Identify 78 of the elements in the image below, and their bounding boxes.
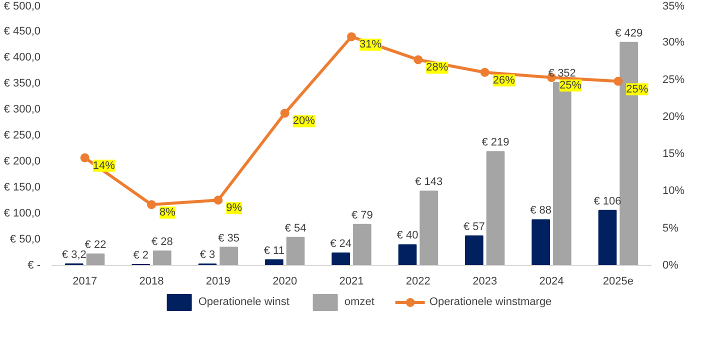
x-tick-label: 2023 [472, 276, 498, 288]
y2-tick-label: 0% [662, 260, 679, 272]
point [214, 196, 223, 205]
y2-tick-label: 25% [662, 74, 685, 86]
data-label: 28% [426, 62, 448, 74]
data-label: € 11 [264, 244, 284, 257]
data-label: € 24 [330, 238, 352, 250]
data-label: 25% [560, 80, 582, 92]
y-tick-label: € 450,0 [4, 26, 40, 38]
point [80, 153, 90, 162]
bar [286, 236, 305, 266]
data-label: € 429 [615, 27, 643, 40]
legend-label: omzet [344, 296, 374, 308]
bar [220, 246, 238, 266]
data-label: € 106 [594, 195, 622, 208]
bar [153, 250, 172, 266]
x-tick-label: 2022 [406, 276, 430, 288]
y-tick-label: € 50,0 [10, 234, 41, 246]
y2-tick-label: 30% [662, 36, 685, 49]
data-label: 8% [160, 206, 176, 219]
y-tick-label: € - [28, 260, 41, 272]
bar [465, 235, 484, 266]
x-tick-label: 2019 [206, 276, 230, 288]
data-label: € 219 [482, 136, 510, 149]
bar [332, 252, 350, 266]
legend-label: Operationele winst [198, 296, 290, 308]
y2-tick-label: 10% [662, 185, 685, 198]
y-tick-label: € 400,0 [4, 52, 40, 64]
data-label: € 28 [151, 236, 173, 248]
data-label: € 143 [415, 176, 443, 188]
y2-tick-label: 35% [662, 0, 685, 12]
legend-label: Operationele winstmarge [429, 296, 552, 308]
data-label: 20% [292, 115, 316, 128]
data-label: 14% [92, 160, 116, 172]
data-label: € 79 [351, 209, 373, 222]
y2-tick-label: 20% [662, 110, 685, 123]
y-tick-label: € 100,0 [4, 208, 40, 220]
y-tick-label: € 150,0 [4, 182, 40, 194]
x-tick-label: 2025e [602, 276, 634, 288]
data-label: 31% [360, 38, 382, 51]
data-label: € 54 [284, 222, 306, 234]
bar [598, 210, 617, 266]
data-label: 25% [626, 83, 648, 96]
data-label: € 40 [396, 230, 418, 242]
point [414, 55, 423, 64]
bar [265, 259, 284, 266]
point [614, 76, 623, 86]
bar [86, 254, 105, 266]
data-label: € 22 [84, 239, 106, 252]
point [280, 108, 290, 118]
x-tick-label: 2024 [539, 276, 564, 288]
point [147, 200, 156, 210]
y-tick-label: € 300,0 [4, 104, 40, 116]
bar [353, 224, 372, 266]
data-label: 9% [226, 202, 242, 214]
data-label: 26% [492, 74, 516, 86]
y-tick-label: € 250,0 [4, 130, 40, 142]
bar [420, 190, 438, 266]
bar [532, 219, 550, 266]
bar [486, 151, 505, 266]
x-tick-label: 2021 [339, 276, 364, 288]
x-tick-label: 2017 [72, 276, 98, 288]
point [480, 68, 490, 77]
x-tick-label: 2018 [139, 276, 164, 288]
y2-tick-label: 5% [662, 222, 679, 234]
y-tick-label: € 200,0 [4, 156, 40, 168]
data-label: € 2 [133, 249, 148, 262]
data-label: € 57 [463, 220, 485, 233]
data-label: € 35 [218, 232, 240, 244]
y-tick-label: € 500,0 [4, 0, 40, 12]
data-label: € 88 [530, 204, 552, 217]
x-tick-label: 2020 [272, 276, 298, 288]
y2-tick-label: 15% [662, 148, 685, 160]
point [347, 32, 356, 42]
data-label: € 3 [200, 248, 216, 261]
data-label: € 3,2 [62, 248, 86, 261]
y-tick-label: € 350,0 [4, 78, 40, 90]
bar [398, 244, 417, 266]
